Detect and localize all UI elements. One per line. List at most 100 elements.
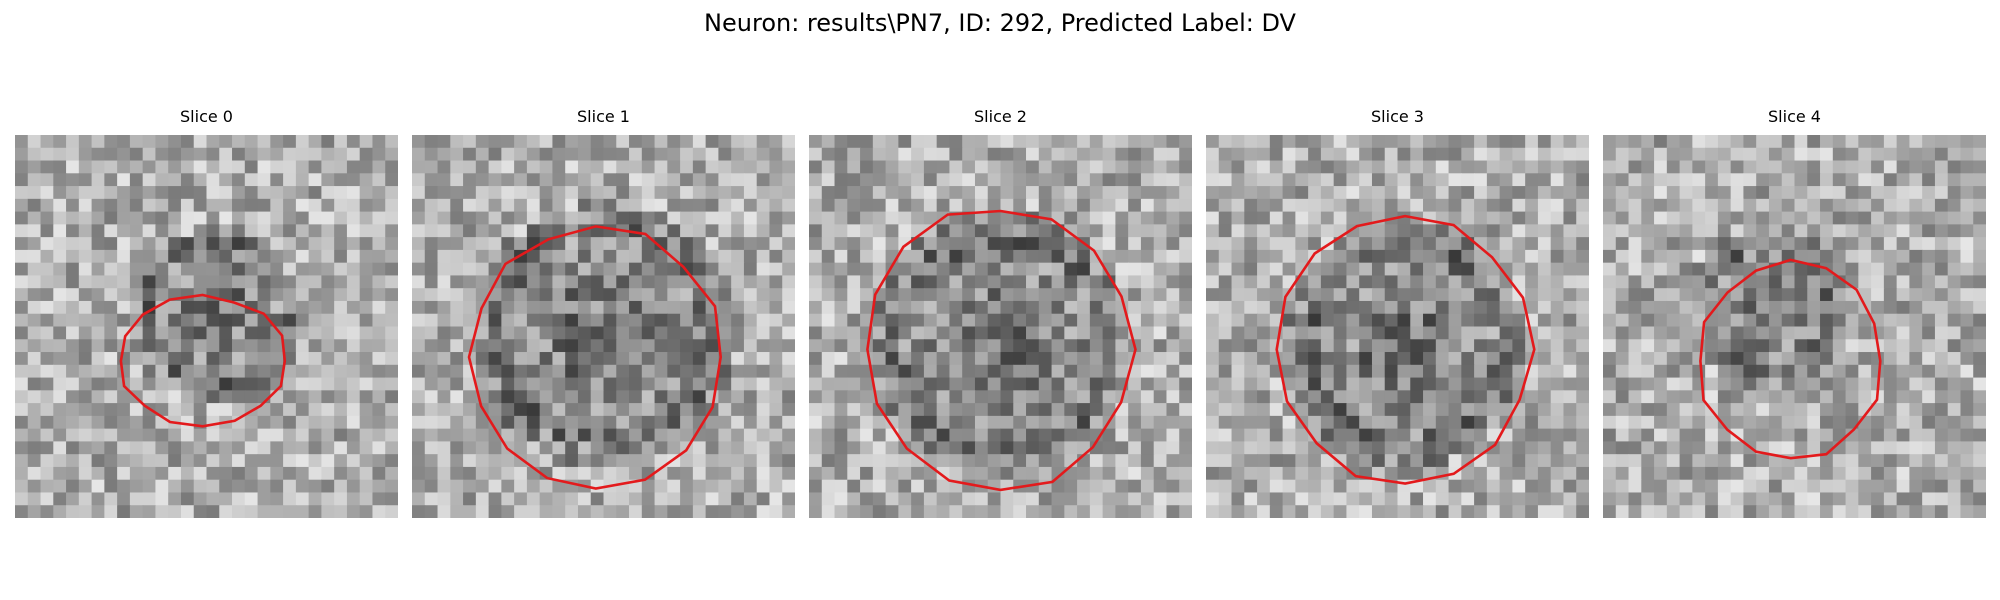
image-pixel (782, 237, 795, 251)
image-pixel (1026, 390, 1040, 404)
image-pixel (1140, 211, 1155, 225)
image-pixel (1794, 211, 1808, 225)
image-pixel (321, 326, 335, 340)
image-pixel (168, 479, 182, 494)
image-pixel (641, 198, 656, 213)
image-pixel (539, 466, 554, 481)
image-pixel (911, 326, 925, 340)
image-pixel (1679, 198, 1693, 213)
image-pixel (180, 505, 195, 518)
image-pixel (680, 454, 694, 468)
image-pixel (1525, 403, 1539, 417)
image-pixel (244, 428, 259, 442)
image-pixel (1257, 160, 1271, 174)
image-pixel (1922, 390, 1936, 404)
image-pixel (1845, 249, 1859, 264)
image-pixel (155, 211, 169, 225)
image-pixel (91, 377, 105, 391)
image-pixel (1448, 403, 1462, 417)
image-pixel (1038, 262, 1053, 277)
image-pixel (1206, 288, 1220, 302)
image-pixel (654, 288, 668, 302)
image-pixel (1371, 377, 1386, 391)
image-pixel (782, 160, 795, 174)
image-pixel (949, 390, 963, 404)
image-pixel (821, 275, 836, 289)
image-pixel (872, 300, 887, 315)
image-pixel (66, 428, 80, 442)
image-pixel (692, 377, 707, 391)
image-pixel (552, 390, 566, 404)
image-pixel (1794, 339, 1808, 353)
image-pixel (1320, 211, 1335, 225)
image-pixel (359, 377, 374, 391)
image-pixel (514, 326, 528, 340)
image-pixel (705, 262, 719, 277)
image-pixel (629, 160, 643, 174)
image-pixel (1346, 147, 1360, 162)
image-pixel (437, 237, 451, 251)
image-pixel (488, 313, 502, 328)
image-pixel (1166, 198, 1180, 213)
image-pixel (885, 173, 899, 187)
image-pixel (1743, 147, 1757, 162)
image-pixel (334, 415, 348, 430)
image-pixel (501, 466, 515, 481)
image-pixel (463, 198, 477, 213)
image-pixel (1730, 198, 1745, 213)
image-pixel (283, 403, 297, 417)
image-pixel (1756, 211, 1770, 225)
image-pixel (437, 466, 451, 481)
image-pixel (1576, 275, 1589, 289)
image-pixel (66, 173, 80, 187)
image-pixel (1102, 249, 1116, 264)
image-pixel (1499, 288, 1513, 302)
image-pixel (974, 339, 989, 353)
image-pixel (1679, 415, 1693, 430)
image-pixel (1922, 466, 1936, 481)
image-pixel (437, 147, 451, 162)
image-pixel (1423, 237, 1437, 251)
image-pixel (1346, 173, 1360, 187)
image-pixel (629, 377, 643, 391)
image-pixel (1692, 288, 1706, 302)
image-pixel (91, 505, 105, 518)
image-pixel (142, 147, 157, 162)
image-pixel (385, 147, 398, 162)
image-pixel (987, 339, 1002, 353)
image-pixel (1346, 300, 1360, 315)
image-pixel (1140, 479, 1155, 494)
image-pixel (1666, 262, 1681, 277)
image-pixel (1947, 415, 1962, 430)
image-pixel (142, 288, 157, 302)
image-pixel (1550, 441, 1565, 455)
image-pixel (346, 262, 361, 277)
image-pixel (641, 147, 656, 162)
image-pixel (743, 390, 758, 404)
image-pixel (962, 352, 976, 366)
image-pixel (1346, 135, 1360, 149)
image-pixel (66, 147, 80, 162)
image-pixel (244, 377, 259, 391)
image-pixel (1717, 224, 1732, 238)
image-pixel (1153, 186, 1168, 200)
image-pixel (962, 224, 976, 238)
image-pixel (860, 186, 874, 200)
image-pixel (1153, 160, 1168, 174)
image-pixel (1934, 466, 1949, 481)
image-pixel (270, 211, 284, 225)
image-pixel (1435, 300, 1450, 315)
image-pixel (821, 441, 836, 455)
image-pixel (1537, 300, 1552, 315)
image-pixel (1295, 364, 1309, 379)
image-pixel (1922, 339, 1936, 353)
image-pixel (1730, 352, 1745, 366)
image-pixel (1089, 377, 1104, 391)
image-pixel (450, 198, 464, 213)
image-pixel (1550, 249, 1565, 264)
image-pixel (142, 211, 157, 225)
image-pixel (437, 352, 451, 366)
image-pixel (552, 454, 566, 468)
image-pixel (616, 288, 630, 302)
image-pixel (1641, 211, 1655, 225)
